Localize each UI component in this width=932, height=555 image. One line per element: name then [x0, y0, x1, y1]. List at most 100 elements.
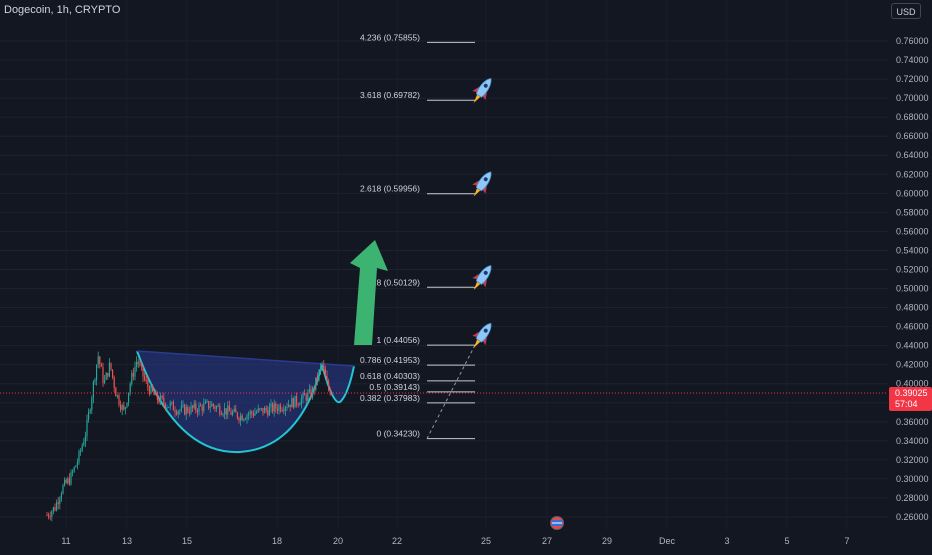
candle-body — [259, 408, 261, 410]
candle-body — [275, 403, 277, 409]
candle-body — [244, 419, 246, 421]
time-tick-label: 25 — [481, 536, 491, 546]
price-tick-label: 0.68000 — [896, 112, 929, 122]
price-tick-label: 0.32000 — [896, 455, 929, 465]
candle-body — [291, 398, 293, 408]
candle-body — [246, 415, 248, 420]
time-tick-label: 27 — [542, 536, 552, 546]
rocket-body — [475, 264, 492, 285]
candle-body — [100, 364, 102, 367]
fib-level-label: 0.5 (0.39143) — [369, 382, 420, 392]
candle-body — [105, 372, 107, 380]
candle-body — [97, 356, 99, 365]
candle-body — [120, 404, 122, 410]
candle-body — [220, 414, 222, 416]
candle-body — [305, 395, 307, 401]
candle-body — [238, 418, 240, 421]
rocket-window — [483, 328, 488, 333]
price-tick-label: 0.72000 — [896, 74, 929, 84]
candle-body — [88, 411, 90, 420]
candle-body — [272, 403, 274, 412]
candle-body — [248, 414, 250, 416]
candle-body — [326, 376, 328, 382]
candle-body — [104, 379, 106, 383]
candle-body — [198, 404, 200, 413]
candle-body — [264, 407, 266, 414]
candle-body — [139, 364, 141, 366]
candle-body — [283, 410, 285, 412]
rocket-fin — [482, 186, 487, 194]
time-tick-label: 15 — [182, 536, 192, 546]
candle-body — [228, 405, 230, 412]
currency-button[interactable]: USD — [891, 3, 921, 19]
candle-body — [174, 410, 176, 413]
fib-extension-drawing[interactable]: 4.236 (0.75855) 3.618 (0.69782) 2.618 (0.5… — [360, 32, 476, 440]
candle-body — [206, 401, 208, 403]
candle-body — [323, 364, 325, 369]
candle-body — [257, 408, 259, 413]
time-axis[interactable]: 11 13 15 18 20 22 25 27 29 Dec 3 5 7 — [61, 536, 849, 546]
candle-body — [179, 410, 181, 412]
candle-body — [201, 405, 203, 411]
candle-body — [219, 405, 221, 415]
bar-countdown: 57:04 — [895, 399, 918, 409]
candle-body — [96, 364, 98, 380]
price-tick-label: 0.34000 — [896, 436, 929, 446]
candle-body — [214, 406, 216, 409]
candle-body — [249, 411, 251, 415]
candle-body — [51, 511, 53, 517]
candle-body — [216, 406, 218, 409]
price-tick-label: 0.58000 — [896, 207, 929, 217]
rocket-flame — [473, 281, 481, 291]
candle-body — [65, 479, 67, 483]
price-axis[interactable]: 0.76000 0.74000 0.72000 0.70000 0.68000 0.660… — [896, 36, 929, 522]
candle-body — [89, 410, 91, 412]
candle-body — [268, 407, 270, 416]
fib-level-label: 0.382 (0.37983) — [360, 393, 420, 403]
candle-body — [132, 372, 134, 377]
candle-body — [94, 379, 96, 382]
candle-body — [59, 498, 61, 504]
candle-body — [200, 404, 202, 406]
candle-body — [166, 406, 168, 408]
price-tick-label: 0.30000 — [896, 474, 929, 484]
candle-body — [193, 403, 195, 408]
rocket-flame — [473, 94, 481, 103]
candle-body — [256, 412, 258, 414]
candle-body — [224, 408, 226, 415]
candle-body — [307, 392, 309, 401]
candle-body — [310, 389, 312, 398]
candle-body — [300, 398, 302, 405]
candle-body — [164, 403, 166, 408]
rocket-icon — [472, 264, 492, 291]
cup-and-handle-drawing[interactable] — [136, 350, 355, 454]
candle-body — [190, 405, 192, 414]
price-tick-label: 0.48000 — [896, 303, 929, 313]
candlestick-series — [46, 351, 333, 522]
cup-curve — [136, 350, 355, 454]
event-flag-icon[interactable] — [550, 516, 564, 530]
up-arrow-drawing[interactable] — [350, 240, 388, 345]
candle-body — [320, 366, 322, 371]
time-tick-label: 22 — [392, 536, 402, 546]
fib-level-label: 0 (0.34230) — [377, 429, 421, 439]
fib-level-label: 3.618 (0.69782) — [360, 90, 420, 100]
fib-level-label: 1.618 (0.50129) — [360, 277, 420, 287]
candle-body — [321, 364, 323, 367]
rocket-window — [483, 270, 488, 275]
candle-body — [142, 365, 144, 377]
symbol-title[interactable]: Dogecoin, 1h, CRYPTO — [4, 4, 121, 16]
price-tick-label: 0.64000 — [896, 150, 929, 160]
rocket-body — [475, 77, 492, 98]
candle-body — [286, 406, 288, 408]
time-tick-label: 18 — [272, 536, 282, 546]
candle-body — [209, 406, 211, 408]
candle-body — [235, 408, 237, 413]
candle-body — [145, 379, 147, 382]
candle-body — [331, 394, 333, 396]
candle-body — [324, 368, 326, 377]
candle-body — [280, 405, 282, 411]
candle-body — [49, 516, 51, 518]
